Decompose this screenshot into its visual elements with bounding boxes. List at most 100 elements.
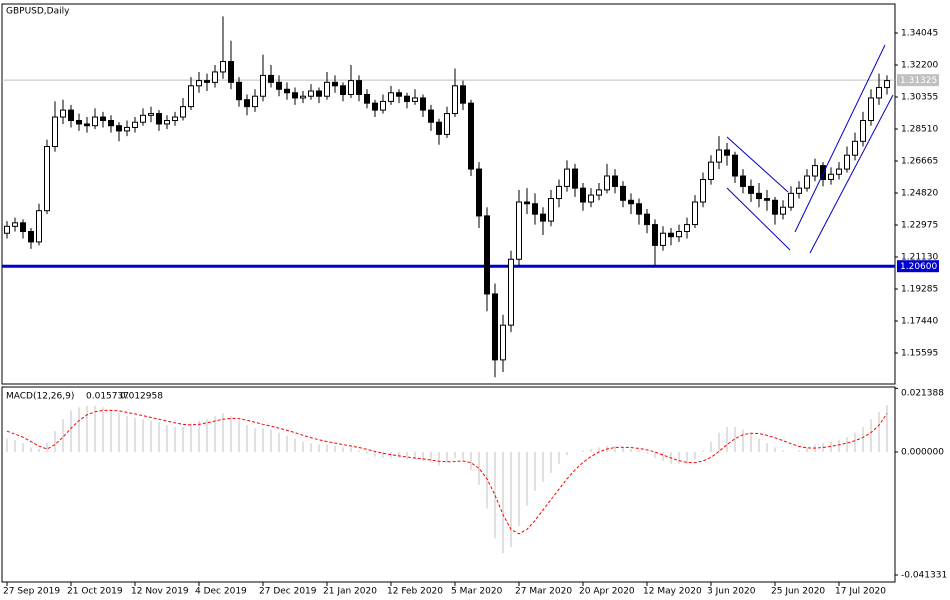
y-tick-label: 1.28510 xyxy=(901,125,938,135)
candle-body xyxy=(564,168,570,187)
candle-body xyxy=(36,210,42,243)
trend-lines xyxy=(726,44,894,254)
candle-body xyxy=(636,203,642,215)
trend-line xyxy=(809,94,894,254)
candle-body xyxy=(700,178,706,203)
candle-body xyxy=(396,92,402,97)
candle-body xyxy=(420,97,426,111)
candle-body xyxy=(692,201,698,226)
candle-body xyxy=(412,97,418,102)
candle-body xyxy=(852,140,858,156)
candle-body xyxy=(124,126,130,132)
candle-body xyxy=(660,232,666,246)
candle-body xyxy=(116,125,122,132)
trend-line xyxy=(794,44,886,233)
y-tick-label: 1.22975 xyxy=(901,221,938,231)
candle-body xyxy=(180,106,186,118)
candle-body xyxy=(756,192,762,200)
candle-body xyxy=(196,80,202,87)
x-tick-label: 27 Dec 2019 xyxy=(259,587,317,597)
candle-body xyxy=(572,168,578,189)
candle-body xyxy=(188,85,194,108)
macd-panel xyxy=(1,386,896,583)
y-tick-label: 0.000000 xyxy=(901,448,944,458)
candle-body xyxy=(596,189,602,196)
candle-body xyxy=(20,222,26,233)
candle-body xyxy=(508,258,514,326)
candle-body xyxy=(292,92,298,99)
candle-body xyxy=(668,232,674,238)
signal-value: 0.012958 xyxy=(120,392,163,402)
candle-body xyxy=(884,80,890,89)
candle-body xyxy=(260,74,266,97)
candle-body xyxy=(164,120,170,125)
candle-body xyxy=(92,116,98,127)
candle-body xyxy=(836,168,842,175)
x-tick-label: 27 Mar 2020 xyxy=(515,587,572,597)
candle-body xyxy=(820,165,826,180)
candle-body xyxy=(524,201,530,205)
candle-body xyxy=(780,206,786,215)
candle-body xyxy=(868,97,874,122)
candle-body xyxy=(276,81,282,90)
candle-body xyxy=(492,293,498,361)
x-tick-label: 5 Mar 2020 xyxy=(451,587,503,597)
candle-body xyxy=(708,161,714,180)
candle-body xyxy=(268,74,274,83)
trend-line xyxy=(726,136,789,193)
candle-body xyxy=(380,100,386,111)
candle-body xyxy=(4,225,10,234)
candle-body xyxy=(228,61,234,83)
x-tick-label: 12 Nov 2019 xyxy=(131,587,189,597)
candle-body xyxy=(244,99,250,108)
candle-body xyxy=(44,146,50,212)
candle-body xyxy=(772,199,778,215)
candle-body xyxy=(652,224,658,246)
candle-body xyxy=(748,185,754,194)
candle-body xyxy=(684,224,690,233)
y-tick-label: 1.26665 xyxy=(901,157,938,167)
candle-body xyxy=(148,113,154,116)
candle-body xyxy=(236,81,242,101)
x-tick-label: 21 Oct 2019 xyxy=(67,587,123,597)
candle-body xyxy=(620,185,626,201)
price-label: 1.31325 xyxy=(900,76,937,86)
y-tick-label: 1.34045 xyxy=(901,28,938,38)
candle-body xyxy=(876,87,882,99)
candle-body xyxy=(140,114,146,123)
y-tick-label: 1.17440 xyxy=(901,317,938,327)
price-label-box xyxy=(897,74,939,87)
x-tick-label: 20 Apr 2020 xyxy=(579,587,635,597)
candle-body xyxy=(76,120,82,125)
candle-body xyxy=(548,198,554,222)
macd-title: MACD(12,26,9) xyxy=(6,392,74,402)
candle-body xyxy=(604,175,610,191)
candle-body xyxy=(356,80,362,95)
x-tick-label: 25 Jun 2020 xyxy=(771,587,825,597)
candle-body xyxy=(348,80,354,95)
y-tick-label: 1.30355 xyxy=(901,93,938,103)
candle-body xyxy=(68,109,74,122)
candle-body xyxy=(428,109,434,123)
candle-body xyxy=(404,95,410,102)
candle-body xyxy=(844,154,850,170)
candle-body xyxy=(100,116,106,122)
candle-body xyxy=(108,120,114,127)
y-tick-label: 1.19285 xyxy=(901,285,938,295)
candle-body xyxy=(828,173,834,180)
candle-body xyxy=(300,95,306,99)
x-tick-label: 4 Dec 2019 xyxy=(195,587,247,597)
candle-body xyxy=(372,102,378,111)
candle-body xyxy=(484,215,490,295)
candle-body xyxy=(444,113,450,135)
candle-body xyxy=(172,116,178,122)
candle-body xyxy=(764,198,770,201)
x-tick-label: 27 Sep 2019 xyxy=(3,587,60,597)
x-tick-label: 3 Jun 2020 xyxy=(707,587,756,597)
macd-value: 0.015737 xyxy=(86,392,129,402)
price-label-box xyxy=(897,260,939,273)
candle-body xyxy=(324,81,330,97)
candle-body xyxy=(500,324,506,361)
y-tick-label: 1.15595 xyxy=(901,349,938,359)
